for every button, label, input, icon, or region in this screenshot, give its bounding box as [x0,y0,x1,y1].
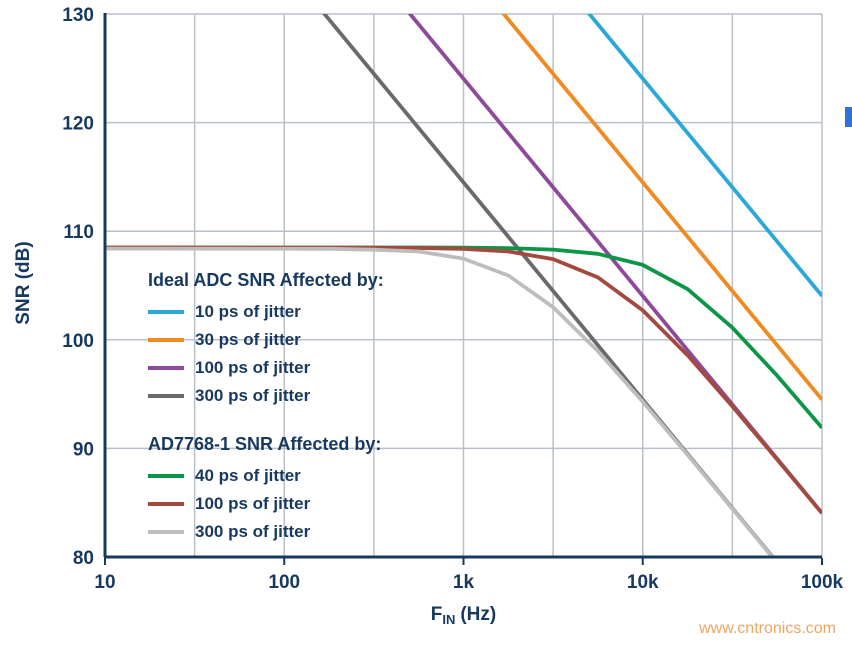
series-color-swatch [148,338,184,342]
x-tick-label: 10k [627,572,659,593]
y-tick-label: 110 [63,222,94,243]
legend-item-ad-40ps: 40 ps of jitter [148,462,384,490]
legend-item-ad-300ps: 300 ps of jitter [148,518,384,546]
legend-group-ideal: Ideal ADC SNR Affected by: 10 ps of jitt… [148,270,384,410]
series-line-ad_300ps [105,246,775,557]
x-axis-title-unit: (Hz) [460,604,497,625]
x-axis-title: FIN (Hz) [105,604,822,627]
legend-item-ideal-10ps: 10 ps of jitter [148,298,384,326]
series-color-swatch [148,394,184,398]
x-tick-label: 100k [801,572,844,593]
series-color-swatch [148,530,184,534]
y-axis-title: SNR (dB) [13,241,34,325]
x-axis-title-sub: IN [442,612,456,627]
series-line-ideal_10ps [586,14,822,298]
series-group [105,14,822,557]
legend-item-ideal-100ps: 100 ps of jitter [148,354,384,382]
legend-item-label: 300 ps of jitter [195,522,311,541]
legend-item-label: 10 ps of jitter [195,302,301,321]
legend-title-ideal: Ideal ADC SNR Affected by: [148,270,384,290]
x-axis-title-f: F [430,604,443,625]
legend-group-ad7768: AD7768-1 SNR Affected by: 40 ps of jitte… [148,434,384,546]
y-tick-label: 90 [73,439,94,460]
legend-item-label: 300 ps of jitter [195,386,311,405]
legend-item-label: 40 ps of jitter [195,466,301,485]
legend-item-label: 100 ps of jitter [195,494,311,513]
legend: Ideal ADC SNR Affected by: 10 ps of jitt… [148,270,384,546]
series-color-swatch [148,502,184,506]
watermark-url: www.cntronics.com [699,620,836,637]
legend-item-ideal-30ps: 30 ps of jitter [148,326,384,354]
x-tick-label: 1k [453,572,475,593]
legend-item-label: 30 ps of jitter [195,330,301,349]
y-tick-label: 120 [62,114,94,135]
series-color-swatch [148,366,184,370]
series-line-ideal_100ps [407,14,822,515]
y-tick-label: 100 [62,331,94,352]
legend-title-ad7768: AD7768-1 SNR Affected by: [148,434,382,454]
edge-marker [845,107,852,127]
series-line-ad_100ps [105,245,822,515]
series-line-ideal_30ps [501,14,822,401]
legend-item-label: 100 ps of jitter [195,358,311,377]
y-tick-label: 130 [62,5,94,26]
legend-item-ideal-300ps: 300 ps of jitter [148,382,384,410]
series-color-swatch [148,474,184,478]
x-tick-label: 100 [268,572,300,593]
x-tick-label: 10 [94,572,115,593]
y-tick-label: 80 [73,548,94,569]
legend-item-ad-100ps: 100 ps of jitter [148,490,384,518]
series-color-swatch [148,310,184,314]
